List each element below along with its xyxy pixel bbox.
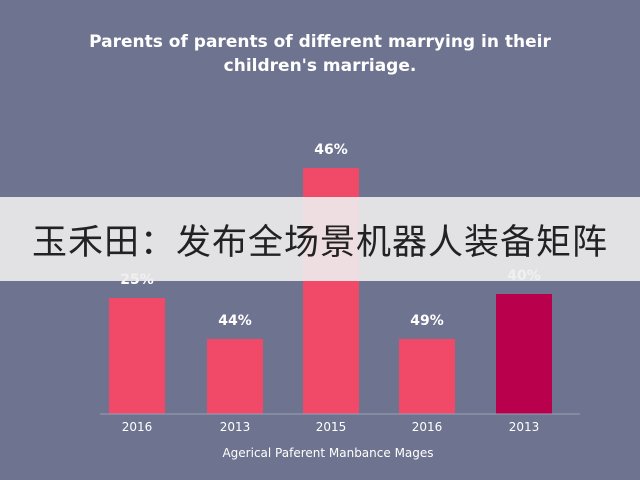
- bar-2: [207, 339, 263, 414]
- bar-4: [399, 339, 455, 414]
- chart-title-line-1: Parents of parents of different marrying…: [89, 32, 551, 52]
- x-tick-labels: 2016 2013 2015 2016 2013: [122, 420, 540, 434]
- x-tick-label-1: 2016: [122, 420, 153, 434]
- bar-5: [496, 294, 552, 414]
- overlay-banner: 玉禾田：发布全场景机器人装备矩阵: [0, 197, 640, 281]
- x-axis-label: Agerical Paferent Manbance Mages: [222, 446, 433, 460]
- bars-layer: [109, 168, 552, 414]
- x-tick-label-3: 2015: [316, 420, 347, 434]
- chart-title: Parents of parents of different marrying…: [0, 30, 640, 78]
- value-label-3: 46%: [314, 142, 348, 158]
- value-label-2: 44%: [218, 313, 252, 329]
- chart-title-line-2: children's marriage.: [223, 56, 417, 76]
- x-tick-label-4: 2016: [412, 420, 443, 434]
- bar-1: [109, 298, 165, 414]
- value-label-4: 49%: [410, 313, 444, 329]
- x-tick-label-2: 2013: [220, 420, 251, 434]
- x-tick-label-5: 2013: [509, 420, 540, 434]
